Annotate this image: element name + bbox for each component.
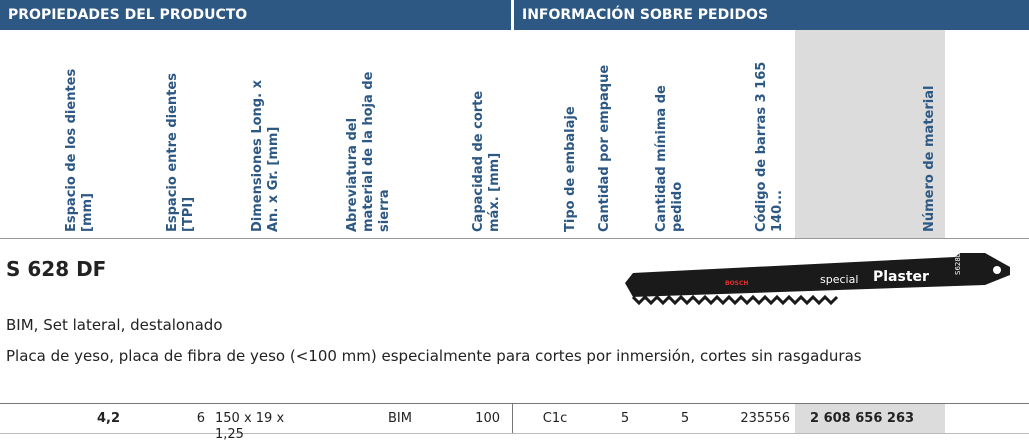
column-header: Abreviatura del material de la hoja de s… <box>345 71 392 232</box>
product-title: S 628 DF <box>6 257 107 281</box>
column-header: Tipo de embalaje <box>563 106 578 232</box>
rule <box>0 238 1029 239</box>
teeth <box>631 294 839 305</box>
cell: 4,2 <box>96 411 120 426</box>
blade-brand: BOSCH <box>725 280 748 287</box>
blade-hole <box>993 266 1001 274</box>
cell: BIM <box>388 411 412 426</box>
cell: 5 <box>620 411 630 426</box>
highlight-column <box>795 30 945 238</box>
column-header: Cantidad mínima de pedido <box>654 85 685 232</box>
blade-text: special <box>820 273 858 286</box>
cell: 2 608 656 263 <box>810 411 915 426</box>
column-header: Espacio de los dientes [mm] <box>64 68 95 232</box>
column-header: Dimensiones Long. x An. x Gr. [mm] <box>250 80 281 232</box>
cell: 235556 <box>740 411 790 426</box>
column-header: Código de barras 3 165 140... <box>754 61 785 232</box>
section-header: PROPIEDADES DEL PRODUCTO <box>0 0 511 30</box>
rule <box>0 403 1029 404</box>
cell: 100 <box>475 411 500 426</box>
product-subtitle: BIM, Set lateral, destalonado <box>6 316 223 334</box>
blade-code: S628DF <box>954 248 962 275</box>
column-header: Espacio entre dientes [TPI] <box>165 73 196 232</box>
column-header: Número de material <box>922 85 937 232</box>
rule <box>0 433 1029 434</box>
divider <box>512 404 513 433</box>
cell: 150 x 19 x 1,25 <box>215 411 285 442</box>
blade-image: BOSCH special Plaster S628DF <box>625 248 1010 305</box>
section-header: INFORMACIÓN SOBRE PEDIDOS <box>514 0 1029 30</box>
cell: 6 <box>196 411 205 426</box>
column-header: Cantidad por empaque <box>597 64 612 232</box>
column-header: Capacidad de corte máx. [mm] <box>471 90 502 232</box>
blade-text: Plaster <box>873 269 929 285</box>
product-description: Placa de yeso, placa de fibra de yeso (<… <box>6 347 862 365</box>
highlight-cell <box>795 404 945 433</box>
cell: 5 <box>680 411 690 426</box>
blade <box>625 253 985 297</box>
cell: C1c <box>542 411 568 426</box>
